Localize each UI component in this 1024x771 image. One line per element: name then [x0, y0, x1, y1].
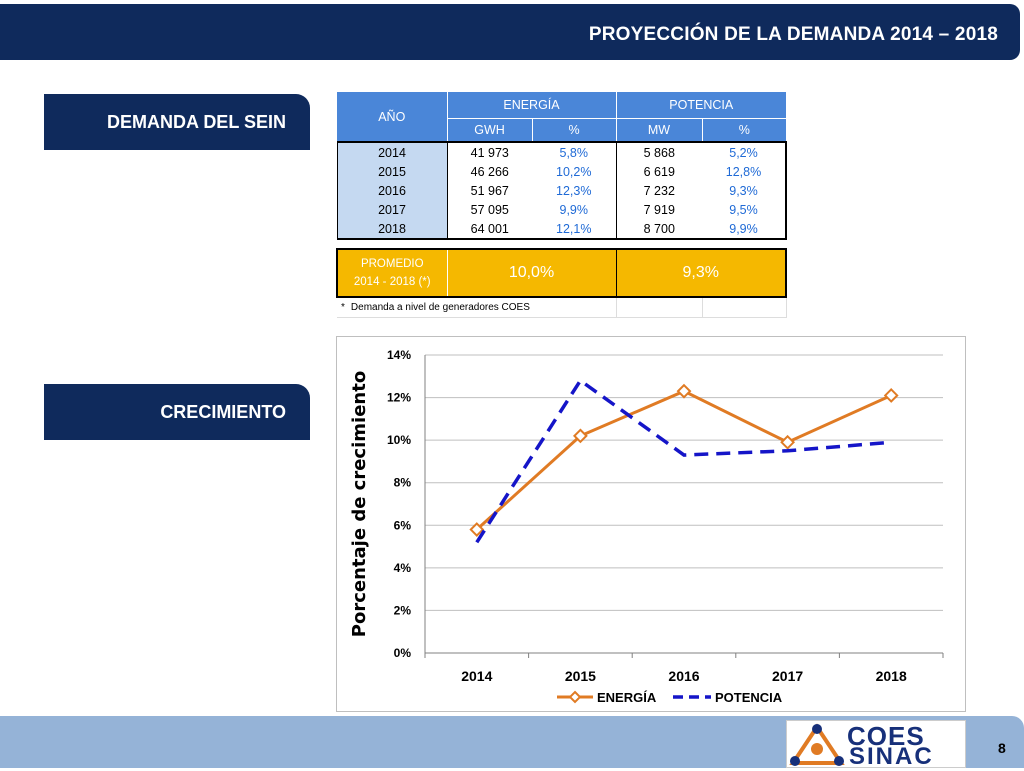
triangle-logo-icon: [789, 723, 845, 766]
series-line-energia: [475, 389, 892, 531]
cell-power-pct: 9,3%: [702, 181, 787, 200]
legend-marker-energia: [568, 690, 582, 704]
cell-year: 2015: [336, 162, 447, 181]
y-tick-label: 10%: [387, 433, 411, 447]
promedio-row: PROMEDIO 2014 - 2018 (*) 10,0% 9,3%: [336, 248, 787, 298]
subheader-mw: MW: [616, 118, 703, 142]
section-label-demanda: DEMANDA DEL SEIN: [106, 112, 286, 132]
y-tick-label: 6%: [394, 518, 412, 532]
x-tick-label: 2017: [772, 668, 803, 684]
cell-power-pct: 9,9%: [702, 219, 787, 240]
cell-gwh: 64 001: [446, 219, 532, 240]
cell-mw: 7 919: [643, 202, 675, 217]
page-title: PROYECCIÓN DE LA DEMANDA 2014 – 2018: [588, 24, 998, 45]
y-tick-label: 2%: [394, 603, 412, 617]
footnote-text: Demanda a nivel de generadores COES: [350, 302, 530, 313]
footnote-row: * Demanda a nivel de generadores COES: [337, 297, 787, 318]
y-axis-title: Porcentaje de crecimiento: [349, 371, 370, 637]
series-line-potencia: [475, 378, 892, 544]
header-energy: ENERGÍA: [447, 92, 617, 119]
table-row: 2015 46 266 10,2% 6 619 12,8%: [336, 162, 787, 181]
promedio-energy: 10,0%: [447, 248, 617, 298]
cell-year: 2016: [336, 181, 447, 200]
title-bar: PROYECCIÓN DE LA DEMANDA 2014 – 2018: [0, 4, 1020, 60]
section-label-crecimiento: CRECIMIENTO: [160, 402, 286, 422]
cell-mw: 5 868: [616, 141, 702, 162]
cell-mw: 6 619: [643, 164, 675, 179]
promedio-power: 9,3%: [616, 248, 787, 298]
table-row: 2018 64 001 12,1% 8 700 9,9%: [336, 219, 787, 240]
cell-year: 2014: [336, 141, 447, 162]
y-tick-label: 4%: [394, 561, 412, 575]
table-row: 2016 51 967 12,3% 7 232 9,3%: [336, 181, 787, 200]
header-year: AÑO: [337, 92, 448, 142]
logo-text-sinac: SINAC: [849, 743, 934, 770]
growth-chart: 0% 2% 4% 6% 8% 10% 12% 14% 2014 2015 2016 2017 2018 P…: [349, 348, 944, 705]
data-point-energia: [572, 428, 588, 444]
growth-chart-frame: 0% 2% 4% 6% 8% 10% 12% 14% 2014 2015 2016 2017 2018 P…: [336, 336, 966, 712]
table-row: 2014 41 973 5,8% 5 868 5,2%: [336, 141, 787, 162]
data-point-energia: [469, 522, 485, 537]
x-tick-label: 2016: [668, 668, 699, 684]
cell-energy-pct: 5,8%: [532, 141, 617, 162]
x-tick-label: 2018: [876, 668, 907, 684]
header-power: POTENCIA: [616, 92, 786, 119]
coes-logo: COES SINAC: [786, 720, 966, 770]
cell-mw: 8 700: [616, 219, 702, 240]
logo-text-coes: COES: [847, 721, 925, 751]
cell-power-pct: 5,2%: [702, 141, 787, 162]
cell-gwh: 46 266: [446, 162, 532, 181]
cell-gwh: 51 967: [446, 181, 532, 200]
footnote: * Demanda a nivel de generadores COES: [337, 297, 616, 318]
cell-energy-pct: 9,9%: [532, 200, 617, 219]
data-point-energia: [780, 434, 796, 450]
subheader-gwh: GWH: [447, 118, 533, 142]
data-point-energia: [676, 383, 692, 399]
legend-label-energia: ENERGÍA: [597, 690, 657, 705]
section-tab-demanda: DEMANDA DEL SEIN: [44, 94, 310, 150]
cell-year: 2018: [336, 219, 447, 240]
cell-energy-pct: 12,1%: [532, 219, 617, 240]
cell-year: 2017: [336, 200, 447, 219]
cell-gwh: 57 095: [446, 200, 532, 219]
cell-power-pct: 9,5%: [702, 200, 787, 219]
y-tick-label: 8%: [394, 476, 412, 490]
cell-energy-pct: 10,2%: [532, 162, 617, 181]
y-tick-label: 14%: [387, 348, 411, 362]
cell-mw: 7 232: [643, 183, 675, 198]
x-tick-label: 2015: [565, 668, 596, 684]
cell-power-pct: 12,8%: [702, 162, 787, 181]
cell-energy-pct: 12,3%: [532, 181, 617, 200]
subheader-power-pct: %: [702, 118, 786, 142]
subheader-energy-pct: %: [532, 118, 617, 142]
y-tick-label: 0%: [394, 646, 412, 660]
promedio-label: PROMEDIO 2014 - 2018 (*): [336, 248, 448, 298]
legend-label-potencia: POTENCIA: [715, 690, 783, 705]
y-tick-label: 12%: [387, 391, 411, 405]
x-tick-label: 2014: [461, 668, 492, 684]
data-point-energia: [883, 388, 899, 403]
promedio-label-line1: PROMEDIO: [360, 258, 424, 270]
page-number: 8: [998, 740, 1006, 756]
table-row: 2017 57 095 9,9% 7 919 9,5%: [336, 200, 787, 219]
demand-table: AÑO ENERGÍA POTENCIA GWH % MW % 2014 41 …: [336, 92, 787, 318]
cell-gwh: 41 973: [446, 141, 532, 162]
section-tab-crecimiento: CRECIMIENTO: [44, 384, 310, 440]
footnote-mark: *: [341, 302, 345, 313]
promedio-label-line2: 2014 - 2018 (*): [353, 276, 431, 288]
